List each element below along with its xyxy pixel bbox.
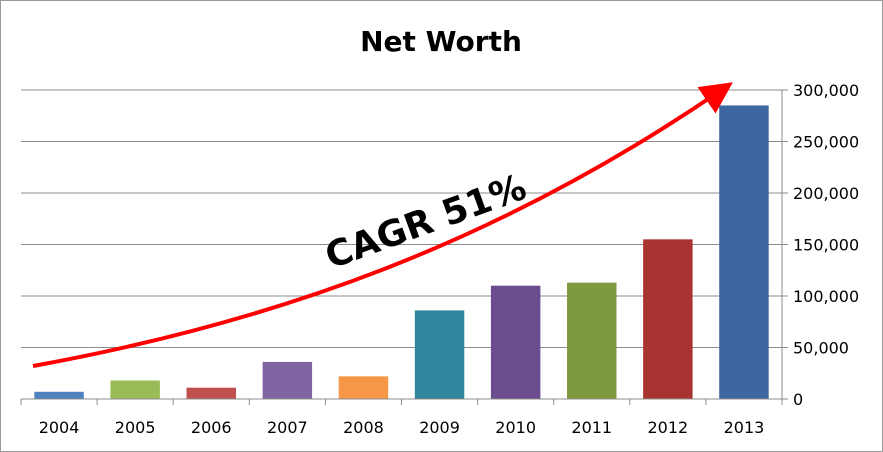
y-axis-ticks: 0 50,000 100,000 150,000 200,000 250,000 300,0… [782, 81, 859, 409]
x-tick-label: 2005 [115, 418, 156, 437]
y-tick-label: 150,000 [793, 236, 859, 255]
cagr-annotation: CAGR 51% [320, 167, 532, 277]
bar-2005 [110, 380, 160, 399]
x-tick-label: 2008 [343, 418, 384, 437]
x-tick-label: 2013 [724, 418, 765, 437]
cagr-trend-arrow [32, 82, 733, 368]
x-tick-label: 2012 [647, 418, 688, 437]
x-axis-ticks: 2004 2005 2006 2007 2008 2009 2010 2011 2012 2013 [20, 399, 783, 437]
y-tick-label: 0 [793, 390, 803, 409]
y-tick-label: 200,000 [793, 184, 859, 203]
chart-title: Net Worth [360, 25, 522, 58]
bar-2004 [34, 391, 84, 399]
x-tick-label: 2004 [39, 418, 80, 437]
bar-2008 [338, 376, 389, 399]
bar-2013 [719, 105, 769, 399]
y-tick-label: 100,000 [793, 287, 859, 306]
y-tick-label: 250,000 [793, 133, 859, 152]
x-tick-label: 2006 [191, 418, 232, 437]
bar-2010 [490, 285, 541, 399]
y-tick-label: 300,000 [793, 81, 859, 100]
bar-2012 [643, 239, 693, 399]
bar-2011 [567, 282, 617, 399]
x-tick-label: 2009 [419, 418, 460, 437]
x-tick-label: 2010 [495, 418, 536, 437]
bars [34, 105, 769, 399]
y-tick-label: 50,000 [793, 339, 849, 358]
bar-2009 [414, 310, 465, 399]
x-tick-label: 2007 [267, 418, 308, 437]
bar-2006 [186, 387, 236, 399]
x-tick-label: 2011 [571, 418, 612, 437]
bar-2007 [262, 361, 313, 399]
